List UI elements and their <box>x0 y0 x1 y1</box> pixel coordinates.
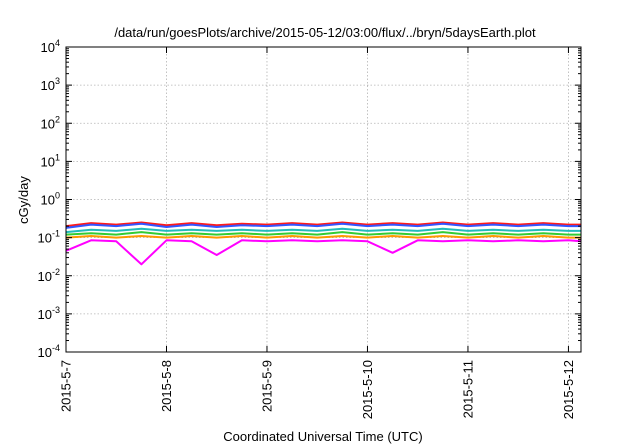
x-axis-label: Coordinated Universal Time (UTC) <box>223 429 422 444</box>
chart-title: /data/run/goesPlots/archive/2015-05-12/0… <box>114 25 536 40</box>
x-tick-label: 2015-5-10 <box>360 360 375 419</box>
y-tick-label: 101 <box>41 152 60 169</box>
series-group <box>65 221 582 266</box>
x-tick-label: 2015-5-11 <box>460 360 475 418</box>
y-tick-label: 10-2 <box>38 267 60 284</box>
y-tick-label: 103 <box>41 76 60 93</box>
y-tick-label: 10-3 <box>38 305 60 322</box>
x-tick-label: 2015-5-8 <box>159 360 174 412</box>
y-tick-label: 100 <box>41 191 60 208</box>
series-line-2 <box>65 222 581 229</box>
x-tick-label: 2015-5-9 <box>259 360 274 412</box>
grid <box>65 46 581 353</box>
y-tick-label: 10-4 <box>38 343 60 360</box>
y-tick-label: 104 <box>41 38 60 55</box>
series-line-1 <box>65 221 581 228</box>
y-tick-label: 10-1 <box>38 229 60 246</box>
x-tick-label: 2015-5-12 <box>561 360 576 419</box>
ticks: 10-4 10-3 10-2 10-1 100 101 102 103 104 2015-5-7 2… <box>38 38 581 419</box>
y-tick-label: 102 <box>41 114 60 131</box>
x-tick-label: 2015-5-7 <box>59 360 74 412</box>
series-line-5 <box>65 235 581 239</box>
series-line-3 <box>65 227 581 234</box>
series-line-4 <box>65 231 581 236</box>
y-axis-label: cGy/day <box>16 176 31 224</box>
series-line-6 <box>65 239 582 266</box>
